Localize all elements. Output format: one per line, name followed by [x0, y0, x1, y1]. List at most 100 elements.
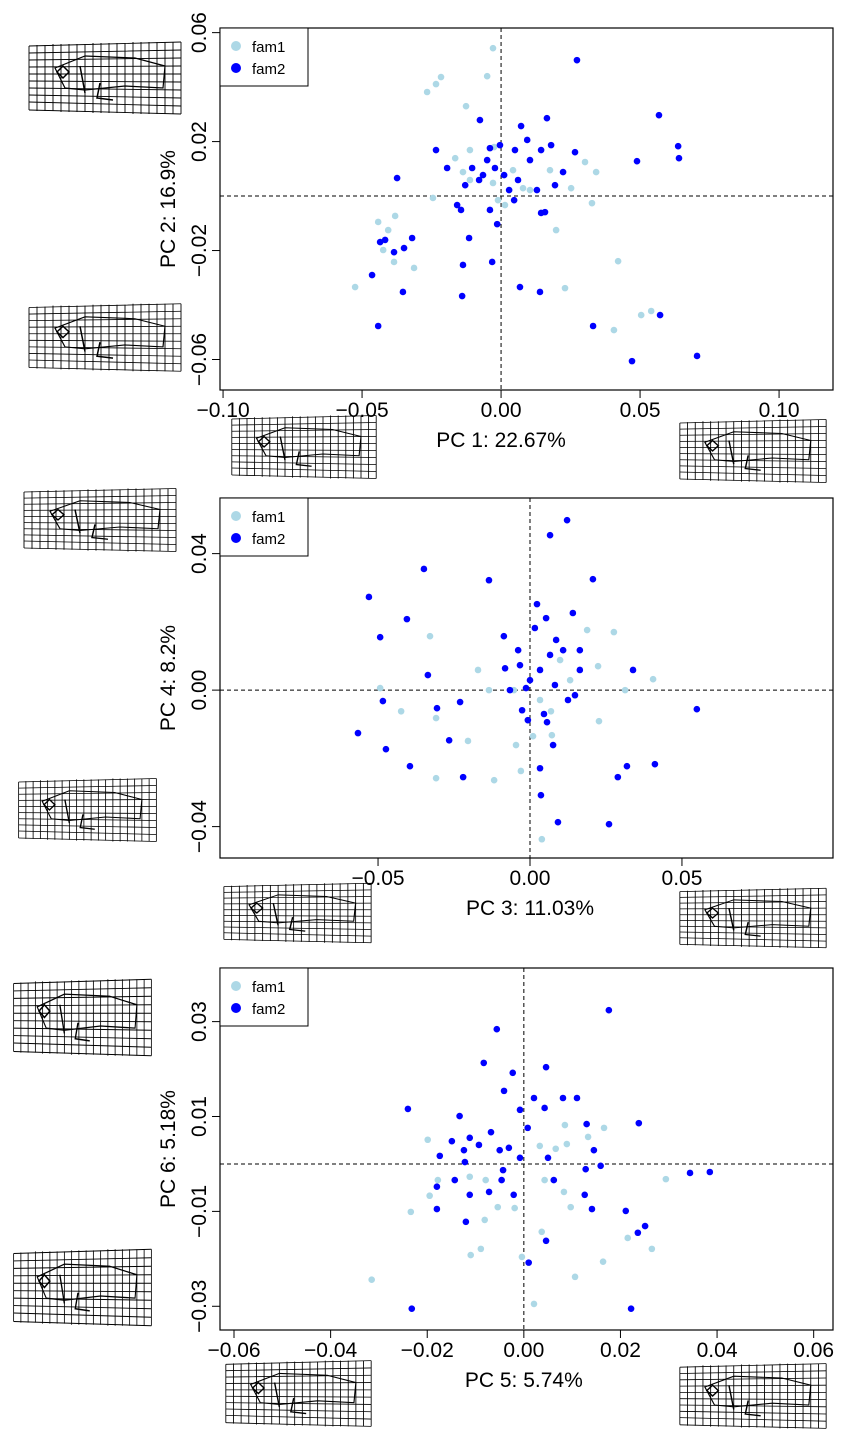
point	[588, 1205, 596, 1213]
point	[561, 1121, 569, 1129]
point	[376, 684, 384, 692]
point	[437, 73, 445, 81]
point	[403, 615, 411, 623]
point	[486, 144, 494, 152]
point	[543, 114, 551, 122]
point	[629, 666, 637, 674]
plot-frame	[219, 967, 834, 1331]
warp-grid	[679, 887, 827, 949]
point	[576, 666, 584, 674]
point	[426, 632, 434, 640]
point	[571, 691, 579, 699]
point	[647, 307, 655, 315]
point	[576, 646, 584, 654]
point	[459, 168, 467, 176]
warp-grid	[12, 1248, 153, 1327]
point	[610, 628, 618, 636]
point	[500, 1087, 508, 1095]
point	[524, 716, 532, 724]
y-tick-label: −0.06	[188, 333, 211, 386]
x-tick-label: 0.00	[510, 867, 551, 890]
point	[391, 212, 399, 220]
point	[480, 1059, 488, 1067]
point	[674, 142, 682, 150]
legend-label: fam1	[252, 39, 285, 56]
point	[543, 718, 551, 726]
point	[563, 516, 571, 524]
point	[531, 624, 539, 632]
y-tick-label: −0.04	[188, 800, 211, 853]
point	[408, 1305, 416, 1312]
point	[456, 698, 464, 706]
legend-box	[219, 967, 309, 1027]
point	[686, 1169, 694, 1177]
point	[546, 531, 554, 539]
point	[621, 686, 629, 694]
point	[374, 322, 382, 330]
point	[424, 671, 432, 679]
point	[466, 1134, 474, 1142]
legend-marker	[231, 981, 241, 991]
point	[583, 1120, 590, 1128]
y-tick-label: 0.01	[188, 1096, 211, 1137]
point	[633, 157, 641, 165]
point	[623, 762, 631, 770]
point	[547, 707, 555, 715]
point	[511, 146, 519, 154]
point	[509, 166, 517, 174]
point	[530, 1094, 538, 1102]
point	[571, 1273, 579, 1281]
point	[429, 194, 437, 202]
point	[536, 666, 544, 674]
point	[656, 311, 664, 319]
point	[571, 148, 579, 156]
point	[560, 1188, 568, 1196]
point	[597, 1162, 604, 1170]
point	[509, 1069, 517, 1077]
point	[614, 257, 622, 265]
warp-grid	[28, 41, 182, 115]
point	[500, 171, 508, 179]
legend-marker	[231, 1003, 241, 1013]
point	[559, 168, 567, 176]
point	[368, 271, 376, 279]
point	[496, 141, 504, 149]
point	[518, 1253, 526, 1261]
x-tick-label: 0.02	[600, 1339, 641, 1362]
point	[581, 1191, 589, 1199]
point	[467, 1251, 475, 1259]
point	[529, 732, 537, 740]
point	[432, 146, 440, 154]
warp-grid	[231, 414, 377, 480]
point	[501, 201, 509, 209]
point	[379, 246, 387, 254]
point	[426, 1192, 433, 1200]
point	[501, 664, 509, 672]
point	[693, 705, 701, 713]
point	[561, 284, 569, 292]
point	[499, 1166, 507, 1174]
x-tick-label: 0.04	[697, 1339, 738, 1362]
legend-marker	[231, 41, 241, 51]
point	[536, 764, 544, 772]
point	[510, 196, 518, 204]
point	[459, 261, 467, 269]
point	[451, 1176, 459, 1184]
point	[466, 176, 474, 184]
point	[523, 136, 531, 144]
point	[541, 1104, 548, 1112]
point	[511, 1204, 518, 1212]
x-axis-title: PC 3: 11.03%	[466, 897, 594, 920]
point	[522, 684, 530, 692]
y-axis-title: PC 4: 8.2%	[157, 625, 180, 731]
point	[594, 662, 602, 670]
point	[432, 774, 440, 782]
point	[706, 1168, 714, 1176]
point	[485, 576, 493, 584]
point	[351, 283, 359, 291]
legend-label: fam2	[252, 61, 285, 78]
point	[628, 357, 636, 365]
point	[637, 311, 645, 319]
